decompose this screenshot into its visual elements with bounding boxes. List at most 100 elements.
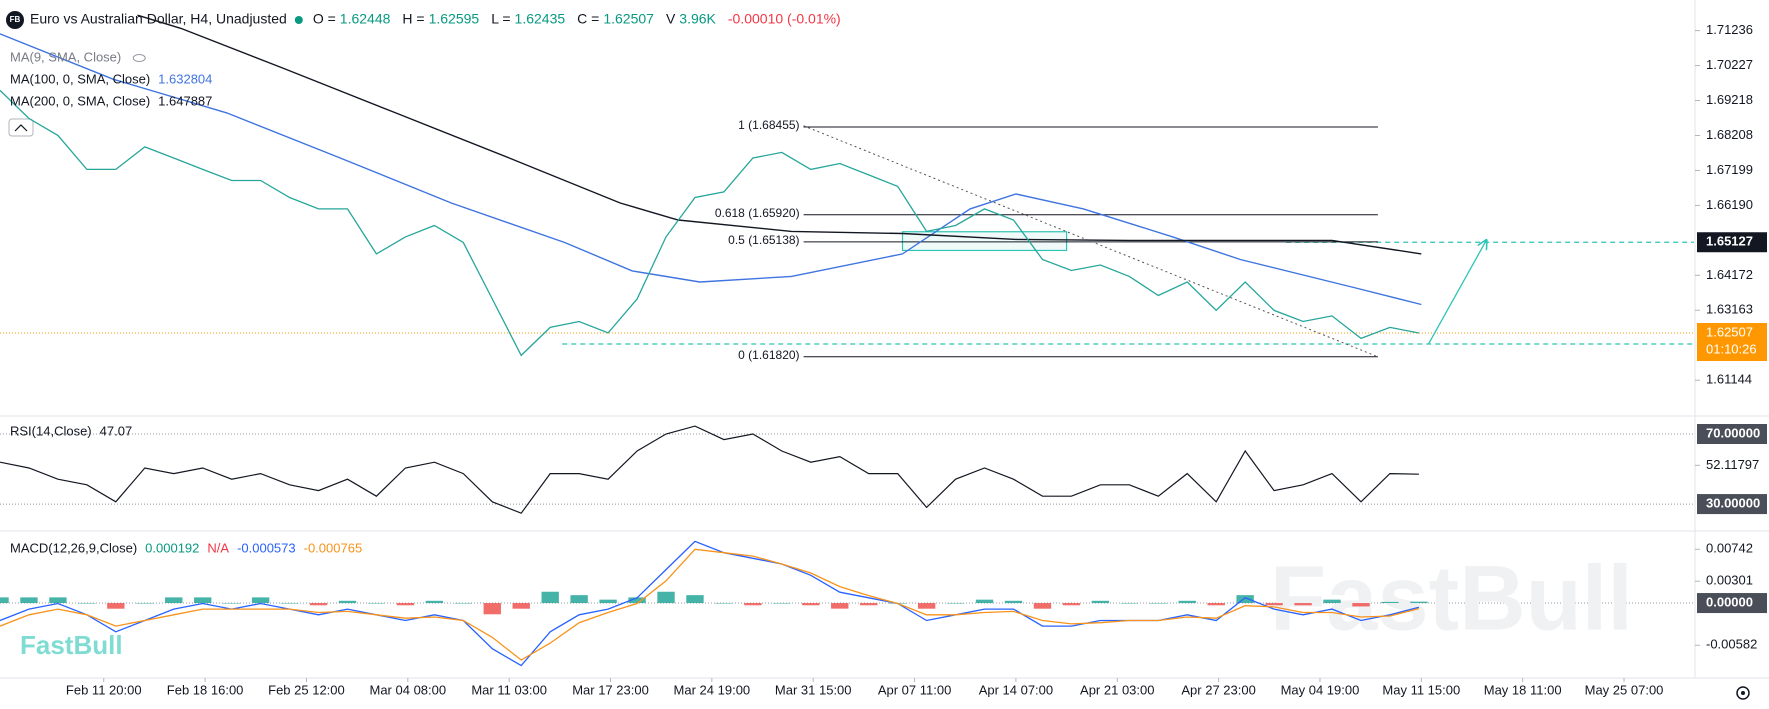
x-tick-label: May 25 07:00 — [1585, 682, 1664, 697]
histogram-bar — [1207, 603, 1225, 606]
histogram-bar — [78, 603, 96, 604]
histogram-bar — [744, 603, 762, 606]
ohlc-label: O = — [313, 11, 336, 27]
x-tick-label: Apr 07 11:00 — [878, 682, 951, 697]
histogram-bar — [20, 597, 38, 604]
x-tick-label: May 04 19:00 — [1281, 682, 1360, 697]
histogram-bar — [860, 603, 878, 606]
countdown: 01:10:26 — [1706, 341, 1757, 356]
histogram-bar — [483, 603, 501, 615]
fib-label: 0 (1.61820) — [738, 348, 799, 362]
legend-name: MA(200, 0, SMA, Close) — [10, 93, 150, 108]
tick-badge — [1697, 494, 1767, 515]
y-tick-label: 0.00301 — [1706, 573, 1753, 588]
y-tick-label: 1.61144 — [1706, 372, 1752, 387]
fib-label: 0.618 (1.65920) — [715, 206, 800, 220]
histogram-bar — [251, 597, 270, 604]
settings-gear — [1736, 686, 1750, 700]
x-tick-label: Mar 11 03:00 — [471, 682, 547, 697]
histogram-bar — [1062, 603, 1081, 606]
pane-title: RSI(14,Close) — [10, 423, 92, 438]
histogram-bar — [49, 597, 67, 604]
histogram-bar — [1265, 603, 1283, 606]
histogram-bar — [657, 591, 675, 604]
histogram-bar — [715, 603, 733, 604]
macd-line — [0, 540, 1420, 667]
legend-value: 1.647887 — [158, 93, 212, 108]
histogram-bar — [425, 600, 444, 604]
histogram-bar — [599, 599, 617, 604]
settings-gear-center — [1741, 691, 1745, 695]
histogram-bar — [831, 603, 849, 609]
projection-arrow — [1427, 240, 1487, 345]
histogram-bar — [0, 597, 9, 604]
y-tick-label: 1.70227 — [1706, 57, 1753, 72]
histogram-bar — [802, 603, 820, 606]
histogram-bar — [367, 603, 386, 604]
y-tick-label: 30.00000 — [1706, 496, 1760, 511]
change-value: -0.00010 (-0.01%) — [728, 11, 841, 27]
y-tick-label: 1.63163 — [1706, 302, 1753, 317]
y-tick-label: 1.66190 — [1706, 197, 1753, 212]
pane-value: 47.07 — [100, 423, 133, 438]
collapse-button[interactable] — [8, 118, 34, 137]
histogram-bar — [454, 603, 473, 604]
x-tick-label: Mar 17 23:00 — [572, 682, 649, 697]
histogram-bar — [946, 603, 965, 604]
status-dot — [294, 16, 303, 24]
ohlc-label: C = — [577, 11, 599, 27]
chart-title: Euro vs Australian Dollar, H4, Unadjuste… — [30, 11, 287, 27]
y-tick-label: 1.68208 — [1706, 127, 1753, 142]
x-tick-label: Feb 25 12:00 — [268, 682, 345, 697]
price-line — [0, 89, 1420, 357]
legend-value: 1.632804 — [158, 71, 212, 86]
ohlc-value: 1.62595 — [429, 11, 480, 27]
x-tick-label: Feb 11 20:00 — [66, 682, 142, 697]
logo-text: FB — [10, 15, 21, 24]
histogram-bar — [194, 597, 212, 604]
histogram-bar — [309, 603, 328, 606]
histogram-bar — [1236, 595, 1254, 604]
histogram-bar — [541, 591, 559, 604]
ohlc-label: H = — [402, 11, 424, 27]
histogram-bar — [1410, 601, 1428, 604]
settings-icon[interactable] — [1736, 686, 1750, 700]
histogram-bar — [917, 603, 936, 609]
y-tick-label: 0.00742 — [1706, 541, 1753, 556]
y-tick-label: 52.11797 — [1706, 457, 1759, 472]
histogram-bar — [1091, 600, 1110, 604]
ohlc-value: 1.62448 — [340, 11, 391, 27]
histogram-bar — [1352, 603, 1370, 607]
ohlc-value: 1.62507 — [603, 11, 654, 27]
ohlc-value: 3.96K — [679, 11, 716, 27]
watermark-small: FastBull — [20, 630, 123, 660]
collapse-icon — [14, 124, 28, 132]
histogram-bar — [1178, 600, 1196, 604]
y-tick-label: 1.71236 — [1706, 22, 1753, 37]
x-tick-label: Apr 27 23:00 — [1181, 682, 1255, 697]
histogram-bar — [107, 603, 125, 609]
price-badge-label: 1.62507 — [1706, 324, 1753, 339]
trendline — [803, 125, 1379, 358]
histogram-bar — [628, 597, 646, 604]
pane-value: 0.000192 — [145, 540, 199, 555]
ohlc-value: 1.62435 — [515, 11, 566, 27]
pane-value: -0.000573 — [237, 540, 296, 555]
histogram-bar — [1381, 601, 1399, 604]
x-tick-label: Apr 21 03:00 — [1080, 682, 1154, 697]
moving-average — [137, 14, 1422, 255]
y-tick-label: -0.00582 — [1706, 637, 1757, 652]
y-tick-label: 70.00000 — [1706, 425, 1760, 440]
histogram-bar — [1149, 603, 1167, 604]
histogram-bar — [512, 603, 530, 609]
histogram-bar — [1004, 600, 1023, 604]
pane-value: N/A — [207, 540, 229, 555]
histogram-bar — [1033, 603, 1052, 609]
y-tick-label: 0.00000 — [1706, 594, 1753, 609]
price-badge — [1697, 323, 1767, 362]
x-tick-label: Mar 31 15:00 — [775, 682, 852, 697]
histogram-bar — [165, 597, 183, 604]
tick-badge — [1697, 423, 1767, 444]
